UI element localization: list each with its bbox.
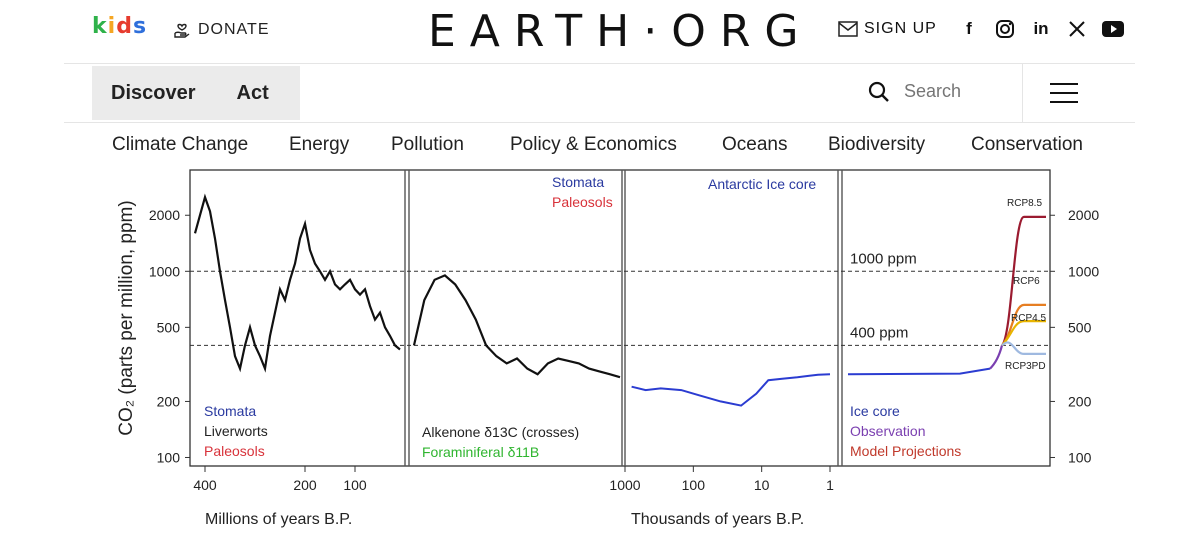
x-tick-label: 1000 xyxy=(609,477,640,493)
reference-label: 1000 ppm xyxy=(850,250,917,267)
tab-act[interactable]: Act xyxy=(236,81,269,104)
legend-entry: Observation xyxy=(850,423,925,439)
donate-label: DONATE xyxy=(198,21,270,38)
scenario-line xyxy=(1001,341,1046,356)
site-logo[interactable]: EARTH·ORG xyxy=(428,6,813,57)
y-tick-label-right: 500 xyxy=(1068,319,1092,335)
kids-link[interactable]: kids xyxy=(92,14,147,39)
scenario-label: RCP4.5 xyxy=(1011,313,1046,324)
category-energy[interactable]: Energy xyxy=(289,134,350,155)
nav-divider xyxy=(1022,64,1023,122)
linkedin-icon[interactable]: in xyxy=(1033,19,1049,38)
signup-label: SIGN UP xyxy=(864,20,937,37)
legend-entry: Model Projections xyxy=(850,443,961,459)
x-tick-label: 100 xyxy=(343,477,367,493)
kids-letter: k xyxy=(92,14,108,39)
legend-entry: Paleosols xyxy=(552,194,613,210)
y-tick-label: 500 xyxy=(157,319,181,335)
category-biodiversity[interactable]: Biodiversity xyxy=(828,134,926,155)
legend-entry: Paleosols xyxy=(204,443,265,459)
y-tick-label-right: 200 xyxy=(1068,393,1092,409)
x-tick-label: 200 xyxy=(293,477,317,493)
menu-icon[interactable] xyxy=(1050,83,1078,103)
y-tick-label-right: 2000 xyxy=(1068,207,1099,223)
x-tick-label: 100 xyxy=(682,477,706,493)
search-input[interactable] xyxy=(902,80,1016,103)
kids-letter: d xyxy=(116,14,133,39)
x-tick-label: 10 xyxy=(754,477,770,493)
youtube-icon[interactable] xyxy=(1102,18,1124,40)
search-icon[interactable] xyxy=(868,81,890,103)
x-icon[interactable] xyxy=(1066,18,1088,40)
kids-letter: s xyxy=(132,14,148,39)
y-tick-label: 100 xyxy=(157,449,181,465)
reference-label: 400 ppm xyxy=(850,324,908,341)
kids-letter: i xyxy=(107,14,117,39)
y-tick-label: 1000 xyxy=(149,263,180,279)
instagram-icon[interactable] xyxy=(994,18,1016,40)
mail-icon xyxy=(838,21,858,37)
series-line-ice-core xyxy=(631,373,831,407)
plot-frame xyxy=(189,169,1051,467)
category-conservation[interactable]: Conservation xyxy=(971,134,1083,155)
x-axis-label: Millions of years B.P. xyxy=(205,511,352,528)
panel-title: Antarctic Ice core xyxy=(708,176,816,192)
top-bar: kids DONATE EARTH·ORG SIGN UP f in xyxy=(0,0,1199,62)
category-climate-change[interactable]: Climate Change xyxy=(112,134,249,155)
scenario-label: RCP3PD xyxy=(1005,361,1046,372)
legend-entry: Stomata xyxy=(552,174,604,190)
search-box xyxy=(868,80,1016,103)
legend-entry: Stomata xyxy=(204,403,256,419)
facebook-icon[interactable]: f xyxy=(966,19,972,38)
category-policy-economics[interactable]: Policy & Economics xyxy=(510,134,677,155)
category-oceans[interactable]: Oceans xyxy=(722,134,788,155)
series-line-cenozoic xyxy=(412,274,621,379)
x-tick-label: 1 xyxy=(826,477,834,493)
x-tick-label: 400 xyxy=(193,477,217,493)
category-pollution[interactable]: Pollution xyxy=(391,134,464,155)
nav-tabs: Discover Act xyxy=(92,66,300,120)
legend-entry: Liverworts xyxy=(204,423,268,439)
y-tick-label-right: 1000 xyxy=(1068,263,1099,279)
scenario-label: RCP6 xyxy=(1013,276,1040,287)
hand-heart-icon xyxy=(174,23,190,38)
series-line-observation xyxy=(989,345,1004,370)
series-line-phanerozoic xyxy=(193,193,401,373)
social-links: f in xyxy=(958,18,1124,40)
scenario-label: RCP8.5 xyxy=(1007,198,1042,209)
x-axis-label: Thousands of years B.P. xyxy=(631,511,804,528)
y-axis-label: CO₂ (parts per million, ppm) xyxy=(116,200,137,435)
main-nav: Discover Act xyxy=(64,63,1135,123)
y-tick-label: 200 xyxy=(157,393,181,409)
y-tick-label: 2000 xyxy=(149,207,180,223)
scenario-line xyxy=(1001,215,1046,347)
signup-link[interactable]: SIGN UP xyxy=(838,20,937,38)
donate-button[interactable]: DONATE xyxy=(172,20,269,40)
series-line-ice-core-recent xyxy=(847,367,991,376)
legend-entry: Ice core xyxy=(850,403,900,419)
y-tick-label-right: 100 xyxy=(1068,449,1092,465)
legend-entry: Alkenone δ13C (crosses) xyxy=(422,424,579,440)
legend-entry: Foraminiferal δ11B xyxy=(422,444,539,460)
tab-discover[interactable]: Discover xyxy=(111,81,196,104)
